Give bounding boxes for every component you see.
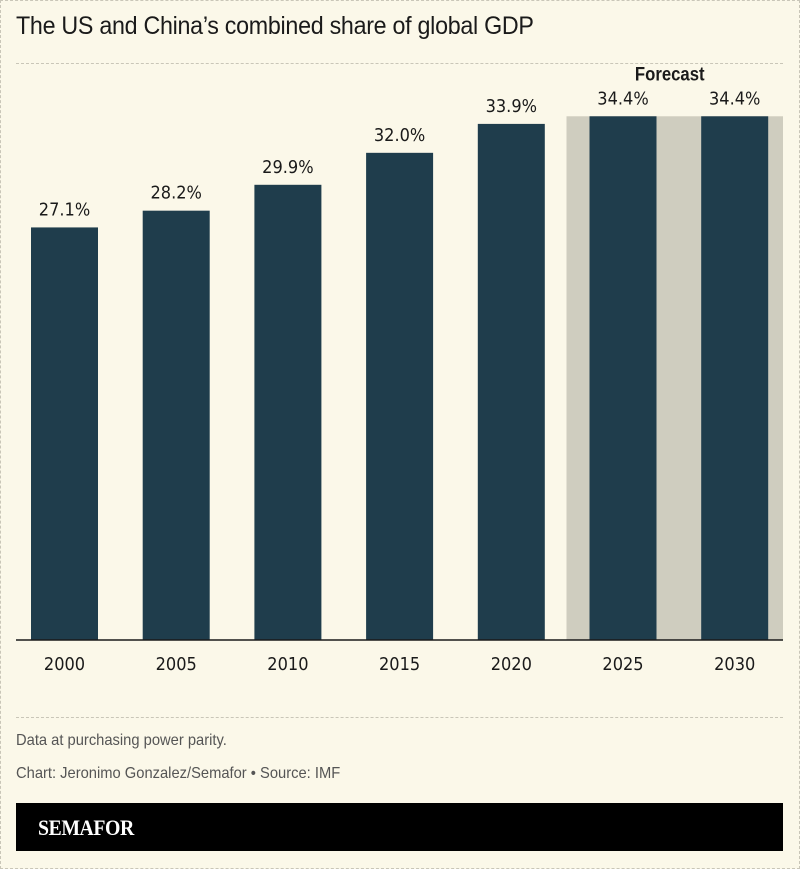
x-tick-label: 2015	[379, 654, 420, 675]
x-tick-label: 2025	[602, 654, 643, 675]
semafor-logo: SEMAFOR	[38, 815, 134, 840]
bar-2025	[589, 116, 657, 640]
data-label: 32.0%	[374, 125, 425, 146]
chart-note: Data at purchasing power parity.	[16, 732, 227, 749]
brand-banner: SEMAFOR	[16, 803, 783, 851]
bar-2030	[701, 116, 769, 640]
data-label: 28.2%	[150, 183, 201, 204]
bar-2020	[477, 123, 545, 640]
title-divider	[16, 63, 783, 64]
x-tick-label: 2010	[267, 654, 308, 675]
chart-title: The US and China’s combined share of glo…	[16, 12, 534, 40]
bar-2005	[142, 210, 210, 640]
data-label: 33.9%	[486, 96, 537, 117]
bar-2000	[31, 227, 98, 640]
data-label: 34.4%	[597, 89, 648, 110]
x-tick-label: 2005	[156, 654, 197, 675]
x-tick-label: 2000	[44, 654, 85, 675]
forecast-label: Forecast	[635, 63, 705, 84]
data-label: 27.1%	[39, 200, 90, 221]
chart-credit: Chart: Jeronimo Gonzalez/Semafor • Sourc…	[16, 765, 341, 782]
bar-chart: Forecast 27.1% 2000 28.2% 2005 29.9% 2010 32.0%…	[16, 63, 783, 675]
footer-divider	[16, 717, 783, 718]
data-label: 29.9%	[262, 157, 313, 178]
data-label: 34.4%	[709, 89, 760, 110]
bar-2010	[254, 184, 322, 640]
bar-2015	[366, 152, 434, 640]
x-tick-label: 2030	[714, 654, 755, 675]
x-tick-label: 2020	[491, 654, 532, 675]
